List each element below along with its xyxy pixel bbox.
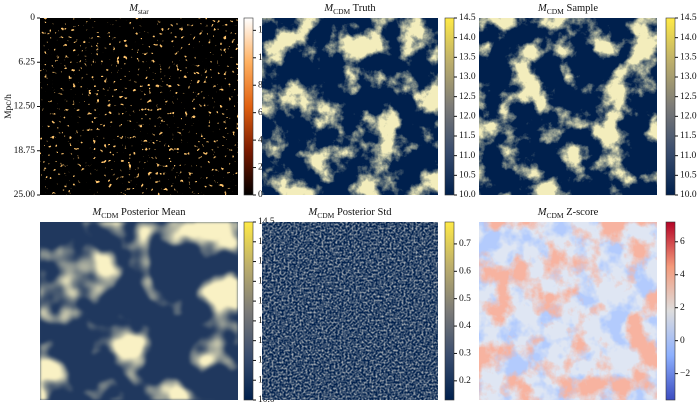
colorbar-tick-label: 13.5 <box>459 53 476 63</box>
panel-title: MCDM Posterior Std <box>307 207 392 219</box>
colorbar-tick-label: 0.5 <box>459 294 471 304</box>
image-texture <box>40 222 238 400</box>
y-axis-label: Mpc/h <box>4 94 14 119</box>
y-tick-label: 6.25 <box>18 57 35 67</box>
image-texture <box>479 222 657 400</box>
colorbar-tick-label: 0.6 <box>459 266 471 276</box>
panel-title: MCDM Z-score <box>537 207 599 219</box>
colorbar-tick-label: 0 <box>258 190 263 200</box>
colorbar-tick-label: 10.0 <box>680 190 697 200</box>
title-main: M <box>537 207 548 218</box>
title-main: M <box>92 207 103 218</box>
y-tick-label: 18.75 <box>14 146 36 156</box>
colorbar-tick-label: 14.0 <box>459 33 476 43</box>
colorbar <box>444 221 455 401</box>
colorbar-tick-label: 4 <box>258 135 263 145</box>
title-main: M <box>537 3 548 14</box>
colorbar-tick-label: 2 <box>258 163 263 173</box>
colorbar-tick-label: 14.5 <box>459 13 476 23</box>
panel-title: MCDM Posterior Mean <box>92 207 187 219</box>
title-main: M <box>128 3 139 14</box>
colorbar-tick-label: 0.2 <box>459 376 471 386</box>
colorbar-tick-label: 6 <box>680 237 685 247</box>
title-sub: star <box>138 7 149 16</box>
title-rest: Z-score <box>564 207 599 218</box>
title-rest: Posterior Mean <box>118 207 186 218</box>
colorbar-tick-label: 6 <box>258 108 263 118</box>
colorbar-tick-label: 13.0 <box>680 72 697 82</box>
colorbar-tick-label: 12.5 <box>680 92 697 102</box>
colorbar-tick-label: 10.5 <box>680 171 697 181</box>
image-texture <box>479 18 657 195</box>
title-rest: Posterior Std <box>334 207 392 218</box>
image-texture <box>40 18 238 195</box>
colorbar <box>243 17 254 196</box>
title-main: M <box>323 3 334 14</box>
colorbar-tick-label: 12.0 <box>459 112 476 122</box>
colorbar-tick-label: 0.3 <box>459 349 471 359</box>
colorbar-tick-label: 13.0 <box>459 72 476 82</box>
title-sub: CDM <box>317 211 334 220</box>
colorbar-tick-label: 0.7 <box>459 239 471 249</box>
colorbar <box>665 17 676 196</box>
colorbar-tick-label: 11.5 <box>680 131 697 141</box>
colorbar <box>665 221 676 401</box>
panel-title: Mstar <box>128 3 149 15</box>
colorbar-tick-label: 13.5 <box>680 53 697 63</box>
colorbar-tick-label: 14.0 <box>680 33 697 43</box>
colorbar-tick-label: 12.0 <box>680 112 697 122</box>
title-sub: CDM <box>547 7 564 16</box>
title-rest: Truth <box>350 3 376 14</box>
colorbar <box>444 17 455 196</box>
colorbar-tick-label: 0.4 <box>459 321 471 331</box>
colorbar-tick-label: −2 <box>680 369 690 379</box>
colorbar-tick-label: 8 <box>258 80 263 90</box>
panel-title: MCDM Truth <box>323 3 376 15</box>
colorbar-tick-label: 11.0 <box>459 151 476 161</box>
y-tick-label: 25.00 <box>14 190 36 200</box>
colorbar-tick-label: 4 <box>680 270 685 280</box>
y-tick-label: 0 <box>30 13 35 23</box>
colorbar <box>243 221 254 401</box>
y-tick-label: 12.50 <box>14 102 36 112</box>
colorbar-tick-label: 12.5 <box>459 92 476 102</box>
colorbar-tick-label: 2 <box>680 303 685 313</box>
colorbar-tick-label: 10.5 <box>459 171 476 181</box>
title-main: M <box>307 207 318 218</box>
title-sub: CDM <box>101 211 118 220</box>
colorbar-tick-label: 10.0 <box>258 395 275 405</box>
colorbar-tick-label: 11.0 <box>680 151 697 161</box>
title-sub: CDM <box>546 211 563 220</box>
panel-title: MCDM Sample <box>537 3 598 15</box>
image-texture <box>262 222 438 400</box>
colorbar-tick-label: 14.5 <box>680 13 697 23</box>
title-sub: CDM <box>333 7 350 16</box>
title-rest: Sample <box>564 3 598 14</box>
image-texture <box>262 18 438 195</box>
colorbar-tick-label: 10.0 <box>459 190 476 200</box>
colorbar-tick-label: 0 <box>680 336 685 346</box>
colorbar-tick-label: 11.5 <box>459 131 476 141</box>
